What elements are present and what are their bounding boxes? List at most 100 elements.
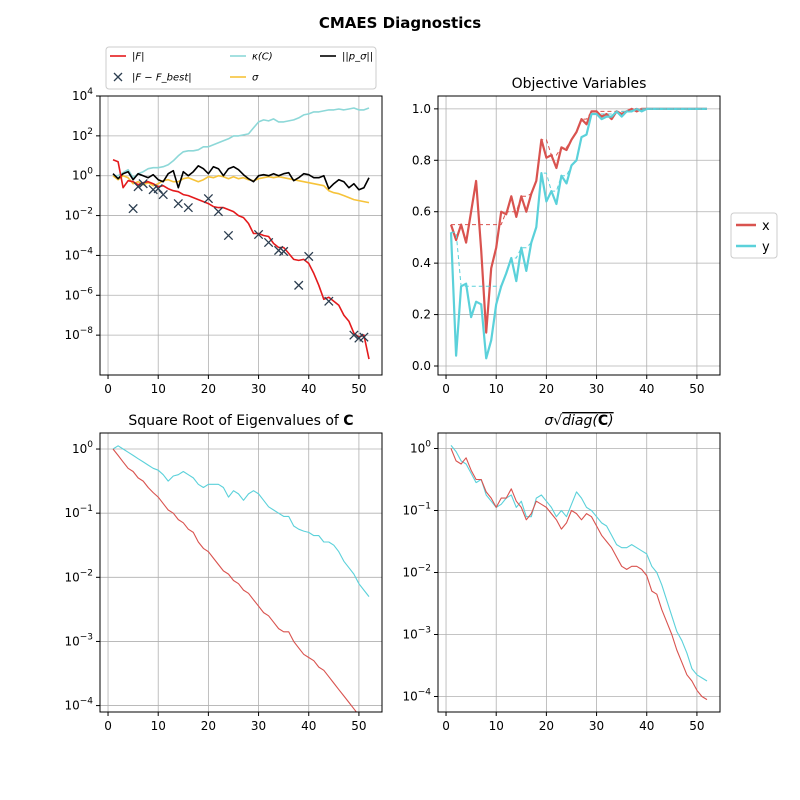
marker-Fbest xyxy=(294,280,304,290)
legend-label-F: |F| xyxy=(132,52,145,63)
legend-label-x: x xyxy=(762,219,770,234)
marker-Fbest xyxy=(153,184,163,194)
figure-title: CMAES Diagnostics xyxy=(319,14,481,32)
y-tick-label: 10−8 xyxy=(64,326,93,342)
y-tick-label: 10−6 xyxy=(64,286,93,302)
marker-Fbest xyxy=(213,206,224,217)
series-line-x xyxy=(449,107,707,334)
marker-Fbest xyxy=(128,203,138,214)
y-tick-label: 10−3 xyxy=(402,626,431,642)
marker-Fbest xyxy=(158,189,168,200)
chart-title: Objective Variables xyxy=(512,76,647,92)
chart-diag: 0 10 20 30 40 50 10−8 10−6 10−4 10−2 100 102 104 xyxy=(64,87,383,396)
x-tick-label: 50 xyxy=(351,382,366,396)
legend-marker-Fbest xyxy=(113,72,123,82)
y-tick-label: 102 xyxy=(72,127,93,143)
x-tick-label: 20 xyxy=(201,382,216,396)
series-line-psigma xyxy=(112,165,370,191)
y-tick-label: 10−2 xyxy=(402,564,431,580)
x-tick-label: 20 xyxy=(201,719,216,733)
y-tick-label: 0.0 xyxy=(412,359,431,373)
legend-label-y: y xyxy=(762,240,770,255)
marker-Fbest xyxy=(324,296,334,306)
x-tick-label: 30 xyxy=(589,719,604,733)
legend-label-psigma: ||p_σ|| xyxy=(342,52,373,63)
y-tick-label: 10−2 xyxy=(64,207,93,223)
plot-area xyxy=(450,445,708,701)
grid xyxy=(100,95,382,375)
grid xyxy=(438,433,720,712)
y-tick-label: 100 xyxy=(72,440,93,456)
marker-Fbest xyxy=(203,193,214,204)
marker-Fbest xyxy=(138,179,148,189)
x-tick-label: 10 xyxy=(151,719,166,733)
plot-area xyxy=(112,445,370,712)
series-best-y xyxy=(451,108,707,287)
marker-Fbest xyxy=(223,230,234,241)
y-tick-label: 100 xyxy=(410,440,431,456)
x-tick-label: 0 xyxy=(104,719,112,733)
y-tick-label: 10−2 xyxy=(64,568,93,584)
x-tick-label: 0 xyxy=(442,382,450,396)
y-tick-label: 10−1 xyxy=(402,502,431,518)
y-tick-label: 0.6 xyxy=(412,205,431,219)
x-tick-label: 40 xyxy=(301,382,316,396)
marker-Fbest xyxy=(183,202,193,213)
axes-frame xyxy=(437,95,721,376)
legend-label-sigma: σ xyxy=(252,73,259,84)
series-line-x xyxy=(112,448,358,712)
chart-title: Square Root of Eigenvalues of C xyxy=(128,413,353,429)
x-tick-label: 40 xyxy=(639,719,654,733)
y-tick-label: 10−4 xyxy=(402,688,431,704)
legend-variables: xy xyxy=(730,212,778,259)
marker-Fbest xyxy=(253,229,264,240)
axes-frame xyxy=(99,432,383,713)
y-tick-label: 1.0 xyxy=(412,102,431,116)
series-line-kappa xyxy=(113,107,370,179)
x-tick-label: 50 xyxy=(351,719,366,733)
marker-Fbest xyxy=(133,182,143,192)
legend-frame xyxy=(105,46,377,90)
chart-eig: 0 10 20 30 40 50 10−4 10−3 10−2 10−1 100 Square Roo… xyxy=(64,413,383,733)
series-line-F xyxy=(112,159,370,360)
marker-Fbest xyxy=(304,251,314,262)
series-line-x xyxy=(450,448,708,701)
y-tick-label: 10−4 xyxy=(64,246,93,262)
y-tick-label: 0.4 xyxy=(412,256,431,270)
x-tick-label: 30 xyxy=(251,719,266,733)
marker-Fbest xyxy=(359,332,369,342)
marker-Fbest xyxy=(263,237,274,248)
x-tick-label: 50 xyxy=(689,719,704,733)
x-tick-label: 40 xyxy=(639,382,654,396)
y-tick-label: 10−3 xyxy=(64,632,93,648)
legend-diagnostics: |F| κ(C) ||p_σ|| |F − F_best| σ xyxy=(105,46,377,90)
x-tick-label: 30 xyxy=(251,382,266,396)
series-line-y xyxy=(112,445,370,597)
series-line-y xyxy=(450,445,708,682)
x-tick-label: 20 xyxy=(539,719,554,733)
grid xyxy=(100,433,382,712)
x-tick-label: 10 xyxy=(489,719,504,733)
y-tick-label: 10−4 xyxy=(64,697,93,713)
axes-frame xyxy=(99,95,383,376)
x-tick-label: 30 xyxy=(589,382,604,396)
chart-title: σ√diag(C) xyxy=(544,413,613,429)
y-tick-label: 10−1 xyxy=(64,504,93,520)
grid xyxy=(438,96,720,375)
x-tick-label: 10 xyxy=(489,382,504,396)
x-tick-label: 0 xyxy=(104,382,112,396)
plot-area xyxy=(112,107,370,360)
chart-std: 0 10 20 30 40 50 10−4 10−3 10−2 10−1 100 σ√diag(C) xyxy=(402,413,721,733)
x-tick-label: 0 xyxy=(442,719,450,733)
y-tick-label: 100 xyxy=(72,167,93,183)
legend-label-Fbest: |F − F_best| xyxy=(132,73,192,84)
series-line-sigma xyxy=(112,174,370,204)
y-tick-label: 104 xyxy=(72,87,93,103)
plot-area xyxy=(449,107,707,360)
x-tick-label: 50 xyxy=(689,382,704,396)
legend-frame xyxy=(730,212,778,259)
series-line-y xyxy=(449,107,707,360)
chart-vars: 0 10 20 30 40 50 0.0 0.2 0.4 0.6 0.8 1.0 Objective V… xyxy=(412,76,721,396)
marker-Fbest xyxy=(349,330,359,340)
